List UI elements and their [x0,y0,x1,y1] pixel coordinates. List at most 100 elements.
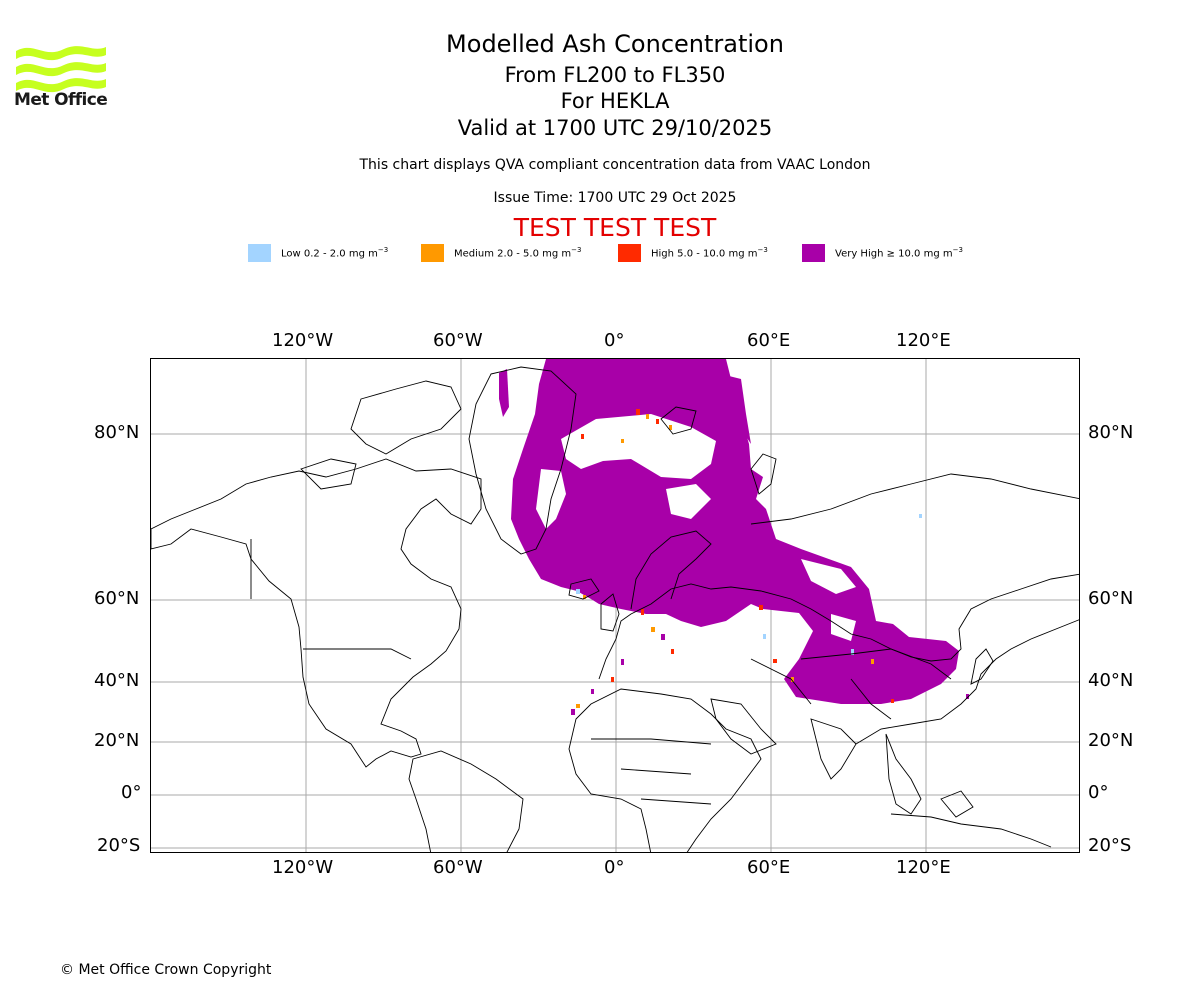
speckle [966,694,969,699]
coast-siberia [750,473,1079,525]
coast-scandinavia [630,530,712,610]
legend-item-medium: Medium 2.0 - 5.0 mg m−3 [421,244,581,262]
legend-item-very-high: Very High ≥ 10.0 mg m−3 [802,244,963,262]
legend-item-high: High 5.0 - 10.0 mg m−3 [618,244,768,262]
lat-tick-right-80n: 80°N [1088,422,1134,443]
speckle [646,414,649,419]
speckle [591,689,594,694]
coastlines [151,366,1079,852]
speckle [661,634,665,640]
met-office-wave-icon [16,46,106,93]
speckle [773,659,777,663]
copyright: © Met Office Crown Copyright [60,962,272,978]
lon-tick-bottom-60w: 60°W [433,857,483,878]
test-banner: TEST TEST TEST [513,213,717,242]
plume-east-tail [721,374,751,444]
lat-tick-right-20s: 20°S [1088,835,1132,856]
speckle [571,709,575,715]
coast-britain [600,593,620,632]
coast-east-asia [855,619,1079,745]
legend-swatch-high [618,244,641,262]
lat-tick-left-80n: 80°N [94,422,140,443]
lon-tick-top-60e: 60°E [747,330,791,351]
lon-tick-bottom-0: 0° [604,857,625,878]
speckle [621,439,624,443]
lat-tick-right-0: 0° [1088,782,1109,803]
speckle [851,649,854,655]
speckle [611,677,614,682]
lat-tick-left-20s: 20°S [97,835,141,856]
coast-iceland [568,578,600,600]
coast-borneo [940,790,974,818]
lat-tick-left-20n: 20°N [94,730,140,751]
speckle [576,704,580,708]
speckle [671,649,674,654]
legend-label-medium: Medium 2.0 - 5.0 mg m−3 [454,246,582,260]
speckle [656,419,659,424]
flight-levels: From FL200 to FL350 [504,63,726,87]
speckle [636,409,640,415]
speckle [581,434,584,439]
legend: Low 0.2 - 2.0 mg m−3 Medium 2.0 - 5.0 mg… [0,244,1200,264]
lat-tick-right-20n: 20°N [1088,730,1134,751]
lon-tick-top-120w: 120°W [272,330,334,351]
lat-tick-left-40n: 40°N [94,670,140,691]
lat-tick-right-60n: 60°N [1088,588,1134,609]
plume-gap-asia [831,614,856,641]
speckle [641,609,644,615]
legend-label-low: Low 0.2 - 2.0 mg m−3 [281,246,389,260]
speckle [651,627,655,632]
lon-tick-bottom-120e: 120°E [896,857,951,878]
speckle [891,699,894,703]
borders-asia [750,648,952,720]
speckle [791,677,794,682]
legend-swatch-low [248,244,271,262]
plume-gap-barents [666,484,711,519]
lat-tick-left-0: 0° [121,782,142,803]
speckle [621,659,624,665]
speckle [871,659,874,664]
coast-indochina [885,733,922,815]
lon-tick-top-60w: 60°W [433,330,483,351]
borders-africa [591,738,712,805]
legend-label-high: High 5.0 - 10.0 mg m−3 [651,246,768,260]
legend-item-low: Low 0.2 - 2.0 mg m−3 [248,244,388,262]
volcano-name: For HEKLA [560,89,670,113]
coast-svalbard [660,406,697,435]
lat-tick-left-60n: 60°N [94,588,140,609]
coast-novaya-zemlya [750,453,777,495]
speckle [576,589,580,594]
coast-north-america [151,458,482,768]
coast-greenland [468,366,577,555]
coast-india [810,718,857,780]
coast-arctic-islands [350,380,462,455]
speckle [919,514,922,518]
lat-tick-right-40n: 40°N [1088,670,1134,691]
coast-japan [970,648,994,685]
border-canada-us [303,648,412,660]
coast-africa [568,688,762,852]
plume-gap-north [561,414,716,479]
ash-concentration-map[interactable] [150,358,1080,853]
lon-tick-bottom-120w: 120°W [272,857,334,878]
plume-west-streak [499,369,509,417]
ash-plume-very-high [499,359,959,704]
speckle [763,634,766,639]
legend-label-very-high: Very High ≥ 10.0 mg m−3 [835,246,963,260]
plume-gap-east [801,559,856,594]
coast-arctic-islands-2 [300,458,357,490]
coast-south-america [408,750,524,852]
legend-swatch-medium [421,244,444,262]
speckle [759,605,763,610]
coast-indonesia [890,813,1052,848]
legend-swatch-very-high [802,244,825,262]
chart-title: Modelled Ash Concentration [446,30,784,58]
coast-arabia [710,698,777,755]
lon-tick-bottom-60e: 60°E [747,857,791,878]
issue-time: Issue Time: 1700 UTC 29 Oct 2025 [493,190,737,206]
speckle [669,425,672,430]
met-office-logo-text: Met Office [14,90,108,110]
chart-description: This chart displays QVA compliant concen… [359,157,871,173]
lon-tick-top-0: 0° [604,330,625,351]
coast-europe [598,573,1079,680]
